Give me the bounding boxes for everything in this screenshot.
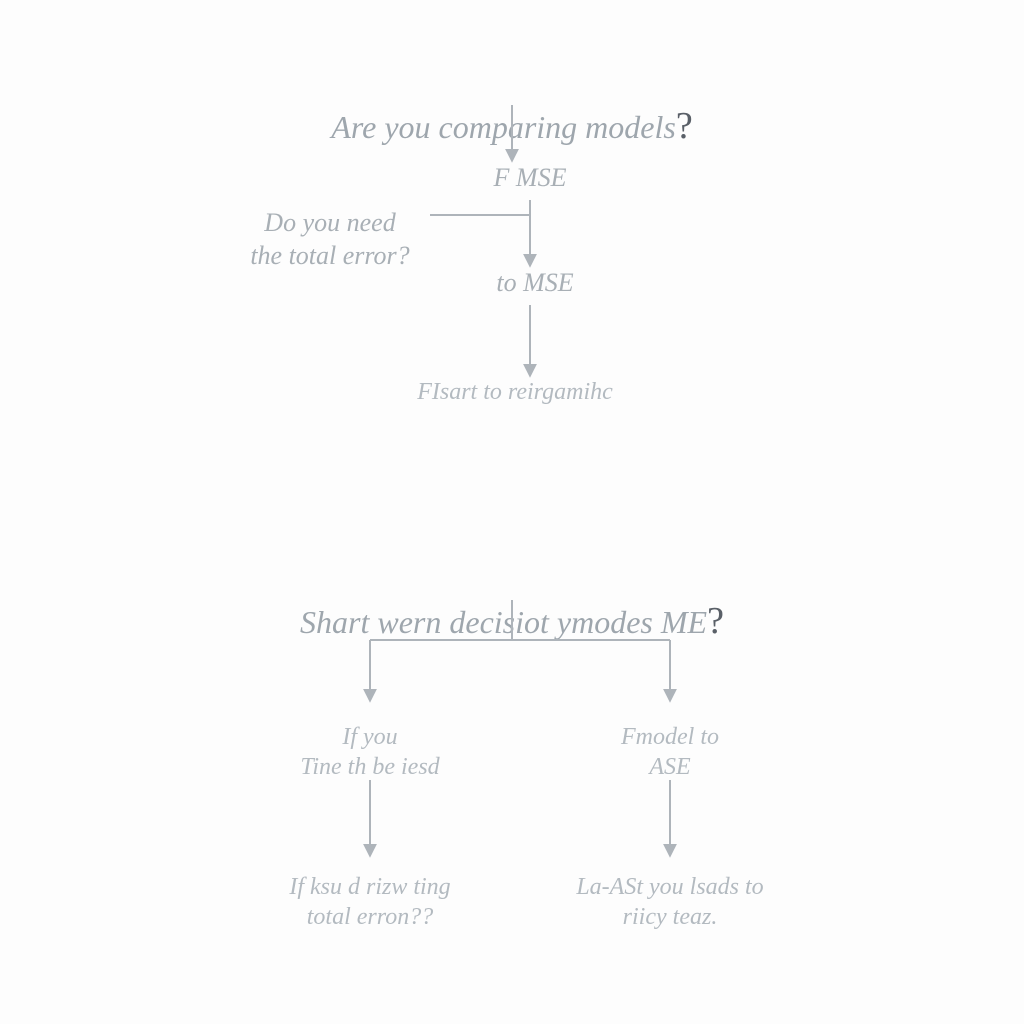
top-node-tomse: to MSE bbox=[355, 267, 715, 300]
bottom-right-1: Fmodel to ASE bbox=[490, 722, 850, 782]
bottom-title-text: Shart wern decisiot ymodes ME bbox=[300, 604, 707, 640]
bottom-right-2: La-ASt you lsads to riicy teaz. bbox=[490, 872, 850, 932]
top-title-qmark: ? bbox=[676, 105, 693, 147]
arrows-layer bbox=[0, 0, 1024, 1024]
top-node-fmse: F MSE bbox=[350, 162, 710, 195]
top-side-question: Do you need the total error? bbox=[150, 207, 510, 272]
bottom-title-qmark: ? bbox=[707, 600, 724, 642]
top-title-text: Are you comparing models bbox=[331, 109, 676, 145]
top-title: Are you comparing models? bbox=[0, 63, 1024, 151]
bottom-title: Shart wern decisiot ymodes ME? bbox=[0, 558, 1024, 646]
top-node-bottom: FIsart to reirgamihc bbox=[335, 377, 695, 407]
